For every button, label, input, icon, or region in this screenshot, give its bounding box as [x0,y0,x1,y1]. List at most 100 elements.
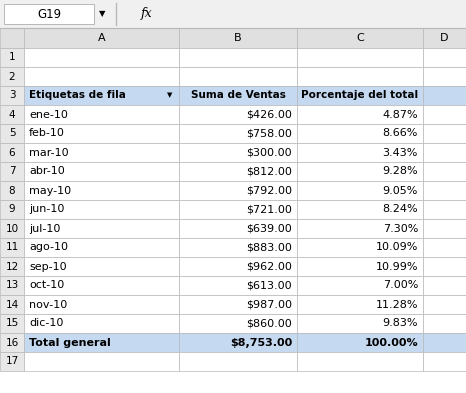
Bar [179,48,297,67]
Bar [423,67,466,86]
Bar [423,238,466,257]
Text: ene-10: ene-10 [29,110,68,119]
Bar [0,181,24,200]
Bar [24,105,179,124]
Bar [179,181,297,200]
Bar [297,86,423,105]
Bar [179,124,297,143]
Text: $721.00: $721.00 [246,204,292,215]
Text: jun-10: jun-10 [29,204,64,215]
Text: 9: 9 [9,204,15,215]
Bar [0,162,24,181]
Text: oct-10: oct-10 [29,281,64,290]
Text: 100.00%: 100.00% [364,338,418,347]
Text: 12: 12 [6,261,19,272]
Bar [423,276,466,295]
Text: $812.00: $812.00 [246,167,292,176]
Bar [24,314,179,333]
Text: 7.00%: 7.00% [383,281,418,290]
Bar [0,0,466,28]
Text: dic-10: dic-10 [29,318,63,329]
Bar [24,162,179,181]
Bar [423,295,466,314]
Text: G19: G19 [37,7,61,20]
Bar [179,352,297,371]
Text: 7: 7 [9,167,15,176]
Text: 8: 8 [9,185,15,195]
Bar [179,333,297,352]
Text: 11: 11 [6,242,19,252]
Bar [24,28,179,48]
Bar [0,86,24,105]
Bar [297,67,423,86]
Text: 9.28%: 9.28% [383,167,418,176]
Bar [179,276,297,295]
Bar [297,28,423,48]
Bar [179,67,297,86]
Text: $426.00: $426.00 [246,110,292,119]
Bar [0,105,24,124]
Bar [0,238,24,257]
Text: 11.28%: 11.28% [376,299,418,310]
Bar [297,219,423,238]
Text: 16: 16 [6,338,19,347]
Text: jul-10: jul-10 [29,224,61,233]
Text: 2: 2 [9,72,15,81]
Text: Porcentaje del total: Porcentaje del total [302,90,418,101]
Bar [179,314,297,333]
Bar [179,28,297,48]
Bar [423,352,466,371]
Text: $883.00: $883.00 [246,242,292,252]
Text: 10.09%: 10.09% [376,242,418,252]
Bar [24,86,179,105]
Bar [0,352,24,371]
Text: may-10: may-10 [29,185,71,195]
Bar [24,200,179,219]
Text: 8.66%: 8.66% [383,129,418,138]
Text: mar-10: mar-10 [29,147,69,158]
Text: 9.05%: 9.05% [383,185,418,195]
Bar [297,352,423,371]
Text: $639.00: $639.00 [246,224,292,233]
Bar [24,124,179,143]
Bar [179,219,297,238]
Text: $8,753.00: $8,753.00 [230,338,292,347]
Bar [24,257,179,276]
Bar [297,238,423,257]
Bar [179,86,297,105]
Text: ▼: ▼ [99,9,105,18]
Bar [24,352,179,371]
Text: Suma de Ventas: Suma de Ventas [191,90,286,101]
Bar [297,181,423,200]
Text: D: D [440,33,449,43]
Bar [297,333,423,352]
Bar [0,276,24,295]
Bar [179,238,297,257]
Bar [0,314,24,333]
Bar [24,48,179,67]
Bar [423,162,466,181]
Bar [0,219,24,238]
Text: feb-10: feb-10 [29,129,65,138]
Bar [179,105,297,124]
Bar [423,124,466,143]
Bar [423,314,466,333]
Bar [0,143,24,162]
Bar [24,276,179,295]
Bar [423,86,466,105]
Bar [423,28,466,48]
Text: 1: 1 [9,53,15,62]
Bar [0,200,24,219]
Bar [297,200,423,219]
Text: sep-10: sep-10 [29,261,67,272]
Bar [0,333,24,352]
Bar [0,48,24,67]
Text: 6: 6 [9,147,15,158]
Text: C: C [356,33,364,43]
Text: 15: 15 [6,318,19,329]
Text: 3.43%: 3.43% [383,147,418,158]
Bar [179,143,297,162]
Text: ▼: ▼ [167,92,172,99]
Text: Etiquetas de fila: Etiquetas de fila [29,90,126,101]
Text: nov-10: nov-10 [29,299,67,310]
